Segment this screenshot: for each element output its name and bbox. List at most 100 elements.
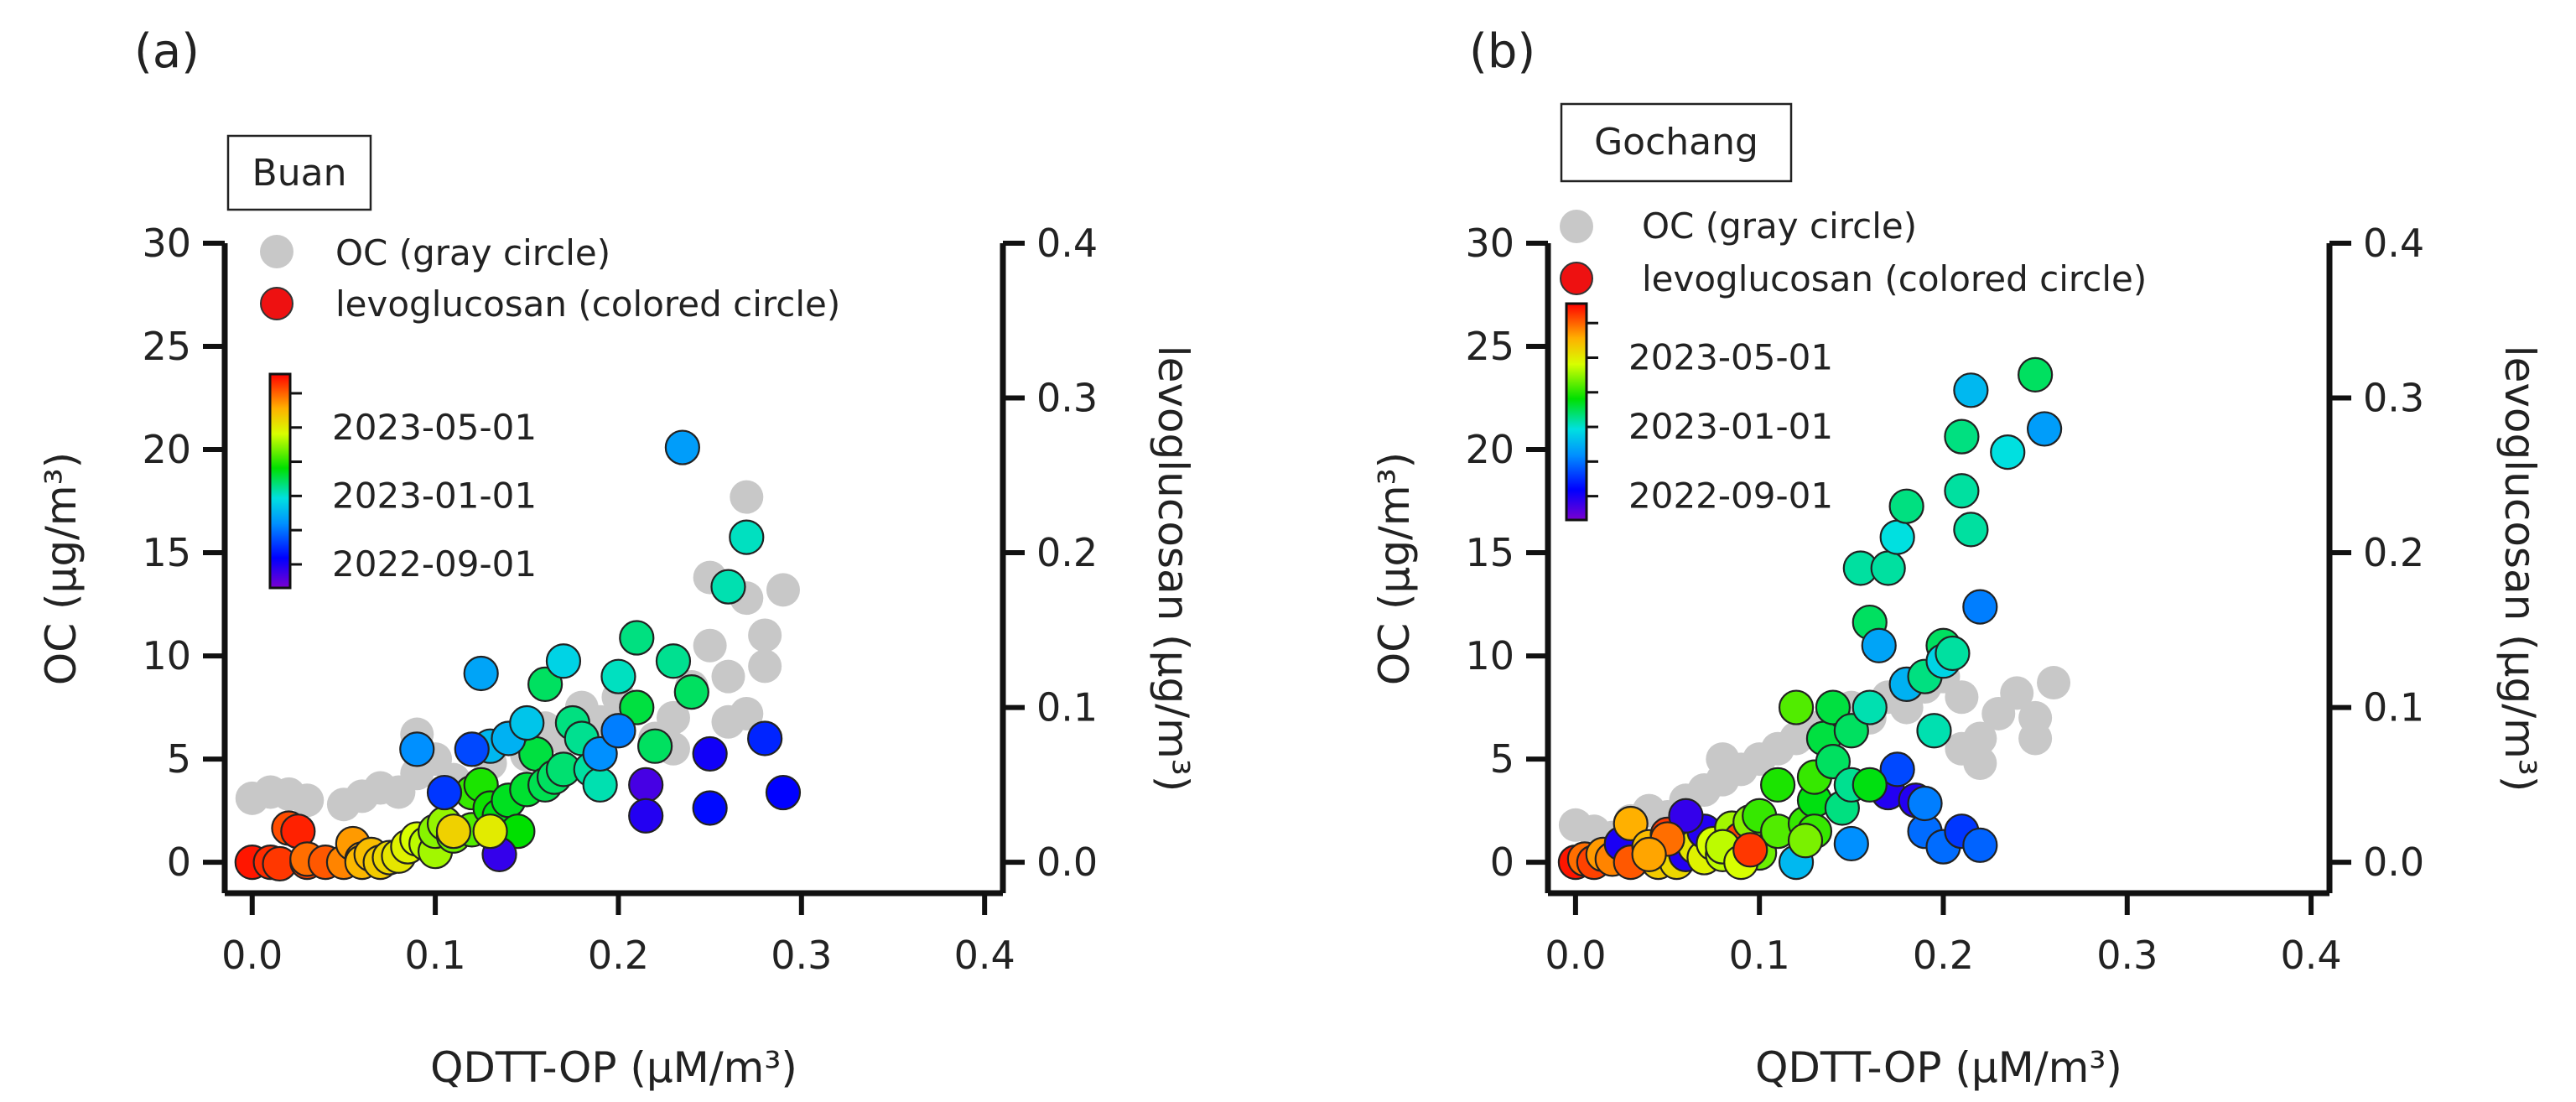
levo-point xyxy=(454,731,490,767)
panel-letter-a: (a) xyxy=(134,24,200,79)
levo-point xyxy=(472,814,508,850)
levo-point xyxy=(1631,836,1667,872)
y-axis-right-label-b: levoglucosan (µg/m³) xyxy=(2496,346,2544,793)
levo-point xyxy=(1962,827,1998,863)
legend-oc-marker-b xyxy=(1560,210,1593,243)
levo-point xyxy=(664,429,700,465)
levo-point xyxy=(399,731,435,767)
oc-point xyxy=(2018,721,2053,756)
y-right-tick-label: 0.1 xyxy=(2363,685,2424,730)
y-axis-right-label-a: levoglucosan (µg/m³) xyxy=(1149,346,1197,793)
levo-point xyxy=(619,620,655,656)
levo-point xyxy=(527,666,564,702)
y-right-ticks-a: 0.0 0.1 0.2 0.3 0.4 xyxy=(1003,221,1098,885)
levo-point xyxy=(1613,805,1649,842)
y-right-tick-label: 0.4 xyxy=(1036,221,1098,266)
levo-point xyxy=(619,689,655,725)
legend-levo-marker-b xyxy=(1560,262,1593,295)
site-label-a: Buan xyxy=(252,152,347,195)
x-ticks-b: 0.0 0.1 0.2 0.3 0.4 xyxy=(1545,893,2342,978)
y-left-tick-label: 25 xyxy=(1465,324,1514,369)
levo-point xyxy=(655,643,692,679)
levo-point xyxy=(2026,411,2063,447)
levo-point xyxy=(1879,519,1915,555)
colorbar-b xyxy=(1565,302,1588,522)
levo-point xyxy=(1852,767,1888,803)
levo-point xyxy=(2018,356,2054,392)
levo-point xyxy=(692,736,728,772)
levo-point xyxy=(1944,473,1980,509)
oc-point xyxy=(693,628,727,663)
y-left-tick-label: 30 xyxy=(1465,221,1514,266)
levo-points-b xyxy=(1557,356,2063,881)
colorbar-label: 2023-01-01 xyxy=(332,475,537,516)
y-right-ticks-b: 0.0 0.1 0.2 0.3 0.4 xyxy=(2329,221,2424,885)
y-left-tick-label: 10 xyxy=(142,633,191,678)
colorbar-a xyxy=(268,372,292,590)
levo-point xyxy=(1668,798,1704,834)
legend-levo-label-a: levoglucosan (colored circle) xyxy=(335,283,840,325)
x-tick-label: 0.0 xyxy=(221,933,283,978)
y-right-tick-label: 0.1 xyxy=(1036,685,1098,730)
levo-point xyxy=(1962,589,1998,625)
y-left-tick-label: 20 xyxy=(142,427,191,472)
colorbar-label: 2022-09-01 xyxy=(1628,476,1833,517)
levo-point xyxy=(673,674,709,710)
y-left-ticks-b: 0 5 10 15 20 25 30 xyxy=(1465,221,1548,885)
levo-point xyxy=(600,658,636,694)
x-tick-label: 0.3 xyxy=(2096,933,2158,978)
oc-point xyxy=(1945,680,1979,715)
oc-point xyxy=(730,480,764,514)
x-tick-label: 0.0 xyxy=(1545,933,1606,978)
oc-point xyxy=(2037,666,2071,700)
oc-point xyxy=(711,704,745,739)
oc-point xyxy=(1963,746,1997,780)
levo-point xyxy=(1870,550,1906,586)
levo-point xyxy=(509,704,545,741)
levo-points-a xyxy=(234,429,802,882)
levo-point xyxy=(1787,823,1824,859)
colorbar-label: 2023-05-01 xyxy=(332,407,537,448)
y-right-tick-label: 0.0 xyxy=(1036,839,1098,885)
levo-point xyxy=(1916,713,1952,749)
levo-point xyxy=(692,790,728,826)
panel-letter-b: (b) xyxy=(1469,24,1535,79)
levo-point xyxy=(1935,635,1971,672)
y-right-tick-label: 0.3 xyxy=(1036,376,1098,421)
site-box-b xyxy=(1560,102,1793,183)
x-ticks-a: 0.0 0.1 0.2 0.3 0.4 xyxy=(221,893,1015,978)
legend-oc-label-b: OC (gray circle) xyxy=(1642,205,1917,247)
levo-point xyxy=(729,519,765,555)
levo-point xyxy=(1879,751,1915,788)
panel-a: (a) Buan 0.0 0.1 0.2 0.3 0.4 0 5 10 15 20 25 30 0.… xyxy=(37,24,1197,1092)
x-tick-label: 0.4 xyxy=(954,933,1015,978)
y-left-tick-label: 0 xyxy=(167,839,191,885)
site-box-a xyxy=(226,134,372,211)
legend-oc-label-a: OC (gray circle) xyxy=(335,232,610,273)
y-left-tick-label: 5 xyxy=(1490,736,1514,782)
levo-point xyxy=(1888,488,1924,524)
oc-point xyxy=(2000,676,2034,710)
panel-b: (b) Gochang 0.0 0.1 0.2 0.3 0.4 0 5 10 15 20 25 30… xyxy=(1370,24,2544,1092)
x-tick-label: 0.2 xyxy=(1913,933,1974,978)
y-axis-left-label-b: OC (µg/m³) xyxy=(1370,452,1419,685)
site-label-b: Gochang xyxy=(1594,121,1758,164)
oc-point xyxy=(1963,721,1997,756)
y-right-tick-label: 0.2 xyxy=(1036,530,1098,575)
legend-levo-label-b: levoglucosan (colored circle) xyxy=(1642,258,2147,299)
y-right-tick-label: 0.3 xyxy=(2363,376,2424,421)
levo-point xyxy=(582,767,618,803)
colorbar-ticks-a: 2023-05-01 2023-01-01 2022-09-01 xyxy=(290,392,537,585)
x-tick-label: 0.2 xyxy=(588,933,649,978)
levo-point xyxy=(1944,418,1980,455)
colorbar-label: 2023-05-01 xyxy=(1628,337,1833,378)
levo-point xyxy=(1732,832,1768,868)
oc-point xyxy=(748,618,782,652)
legend-oc-marker-a xyxy=(260,235,293,268)
levo-point xyxy=(1953,512,1989,548)
oc-point xyxy=(290,783,325,818)
levo-point xyxy=(463,655,499,692)
y-left-tick-label: 10 xyxy=(1465,633,1514,678)
x-tick-label: 0.4 xyxy=(2280,933,2341,978)
